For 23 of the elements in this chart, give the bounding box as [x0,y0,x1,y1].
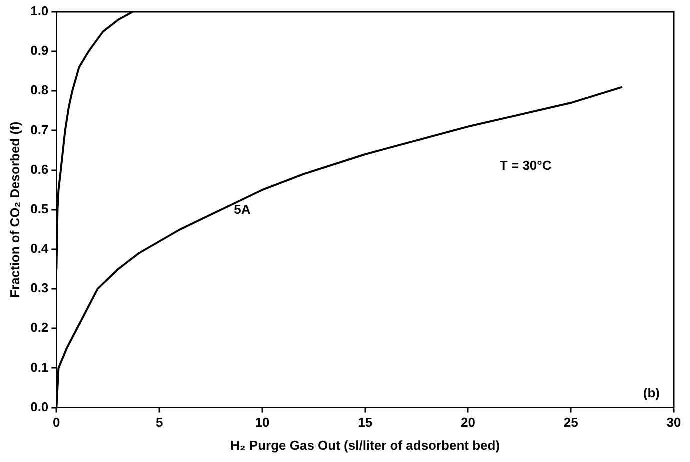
y-tick-label: 0.6 [30,162,49,177]
y-axis-title: Fraction of CO₂ Desorbed (f) [7,122,22,298]
y-tick-label: 0.8 [30,82,49,98]
x-tick-label: 20 [460,415,476,430]
annotation: (b) [643,385,660,400]
x-tick-label: 25 [564,415,578,430]
x-tick-label: 15 [358,415,373,430]
x-tick-label: 10 [255,415,270,430]
y-tick-label: 0.4 [30,241,50,256]
x-tick-label: 5 [156,415,164,430]
y-tick-label: 0.7 [30,122,49,138]
y-tick-label: 0.3 [30,280,49,296]
x-axis-title: H₂ Purge Gas Out (sl/liter of adsorbent bed) [230,438,500,453]
y-tick-label: 0.0 [30,399,49,414]
x-tick-label: 30 [666,415,682,430]
series-label: 5A [234,202,252,218]
y-tick-label: 0.2 [30,320,49,336]
annotation: T = 30°C [500,158,552,173]
x-tick-label: 0 [53,415,60,430]
y-tick-label: 0.1 [30,360,49,375]
y-tick-label: 0.9 [30,43,49,58]
y-tick-label: 0.5 [30,201,49,216]
y-tick-label: 1.0 [30,4,49,19]
